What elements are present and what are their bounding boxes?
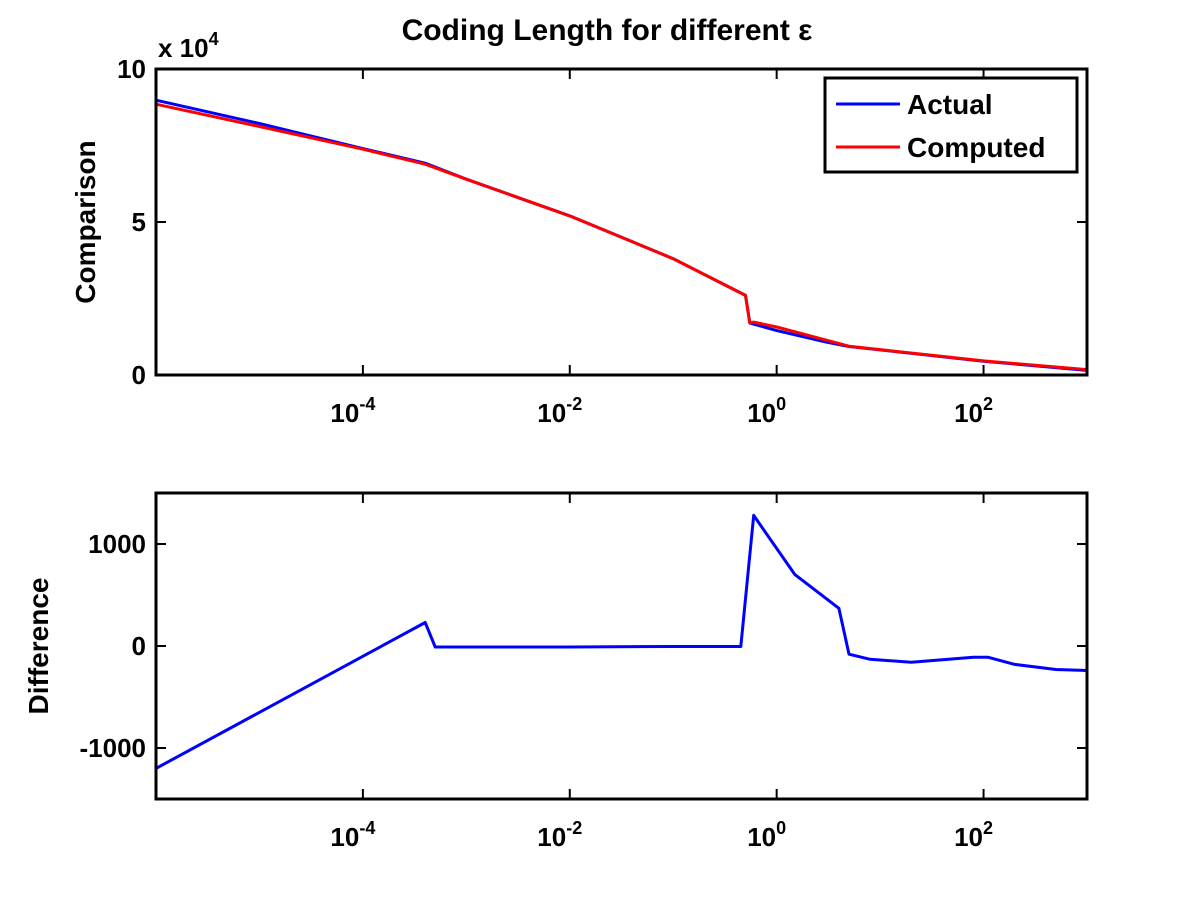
legend: Actual Computed	[823, 76, 1079, 174]
x-tick-label: 10-2	[537, 394, 582, 428]
series-line-computed	[155, 102, 1088, 372]
y-axis-label: Comparison	[70, 140, 101, 303]
x-tick-label: 100	[747, 394, 786, 428]
y-tick-label: 1000	[88, 529, 146, 559]
y-tick-label: -1000	[80, 733, 147, 763]
x-tick-label: 10-4	[330, 394, 375, 428]
y-tick-label: 0	[132, 631, 146, 661]
y-multiplier-label: x 104	[158, 29, 219, 63]
legend-box	[823, 76, 1079, 174]
y-tick-label: 10	[117, 54, 146, 84]
chart-title: Coding Length for different ε	[402, 14, 813, 47]
y-tick-label: 5	[132, 207, 146, 237]
y-tick-label: 0	[132, 360, 146, 390]
y-axis-label: Difference	[23, 578, 54, 715]
x-tick-label: 100	[747, 818, 786, 852]
x-tick-label: 10-2	[537, 818, 582, 852]
x-tick-label: 10-4	[330, 818, 375, 852]
bottom-difference-plot: 10-4 10-2 100 102 -1000 0 1000 Difference	[23, 491, 1089, 852]
series-line-difference	[155, 513, 1088, 770]
legend-label-actual: Actual	[907, 89, 993, 120]
top-comparison-plot: 10-4 10-2 100 102 0 5 10 Comparison x 104	[70, 29, 1089, 428]
x-tick-label: 102	[954, 818, 993, 852]
x-tick-label: 102	[954, 394, 993, 428]
legend-label-computed: Computed	[907, 132, 1045, 163]
